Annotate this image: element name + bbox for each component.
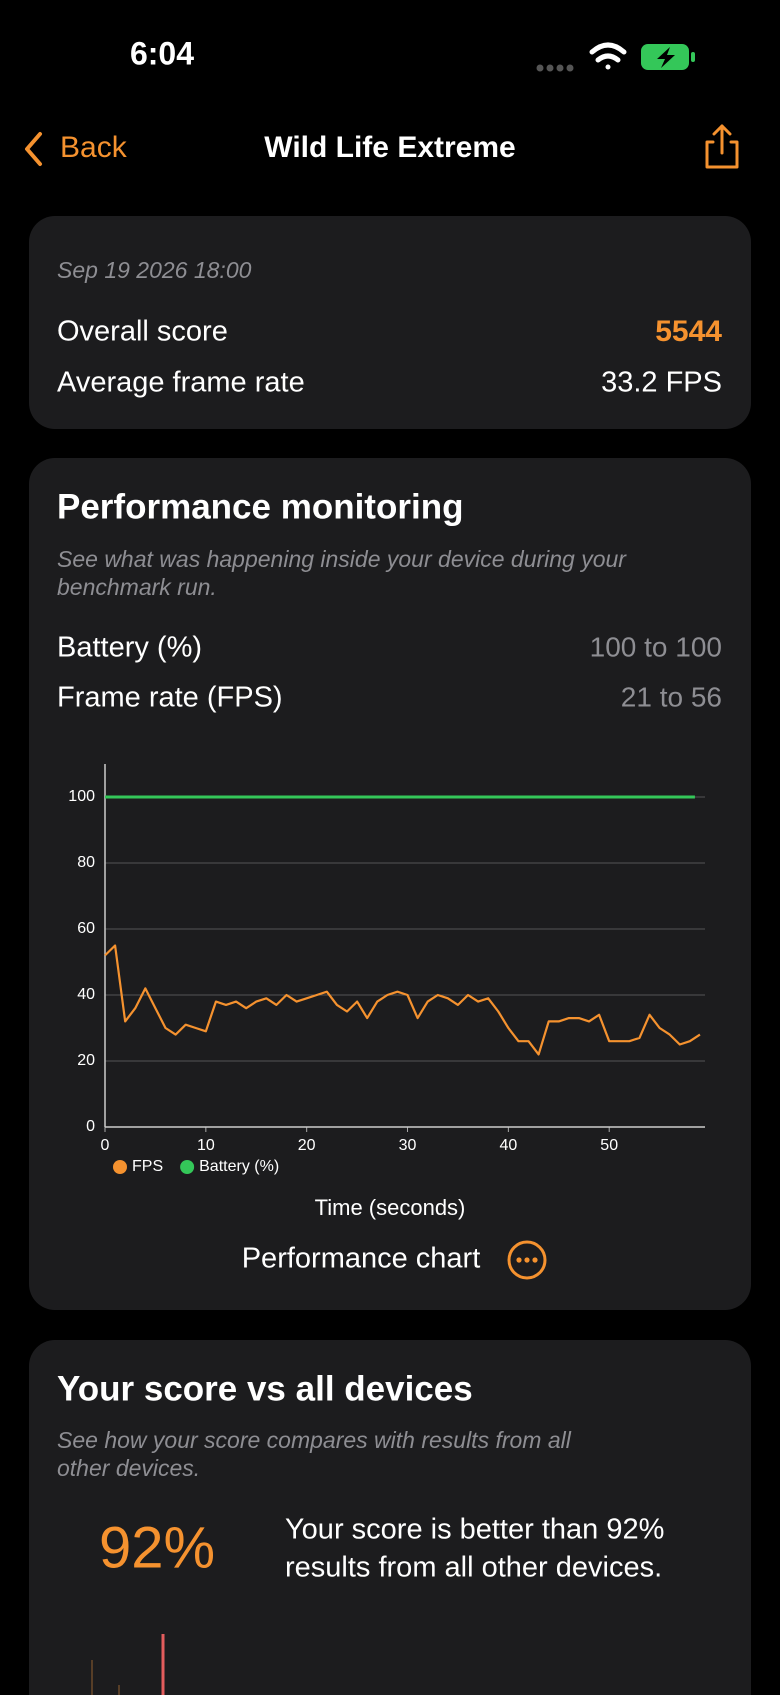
section-title: Performance monitoring — [57, 487, 463, 526]
battery-icon — [641, 44, 695, 70]
row-label: Average frame rate — [57, 367, 305, 399]
row-value: 21 to 56 — [621, 681, 722, 712]
section-subtitle: See what was happening inside your devic… — [57, 546, 627, 572]
more-icon — [507, 1240, 547, 1280]
y-tick-label: 80 — [77, 854, 95, 871]
row-label: Overall score — [57, 316, 228, 348]
share-button[interactable] — [705, 124, 739, 169]
y-tick-label: 40 — [77, 986, 95, 1003]
nav-title: Wild Life Extreme — [264, 131, 515, 164]
x-tick-label: 0 — [101, 1137, 110, 1154]
series-line — [104, 944, 701, 1056]
row-value: 33.2 FPS — [601, 367, 722, 399]
performance-chart-button[interactable]: Performance chart — [242, 1240, 547, 1280]
legend-swatch — [180, 1160, 195, 1174]
button-label[interactable]: Performance chart — [242, 1243, 481, 1275]
section-subtitle: other devices. — [57, 1455, 200, 1481]
row-value: 100 to 100 — [590, 631, 722, 662]
row-label: Frame rate (FPS) — [57, 682, 283, 714]
section-title: Your score vs all devices — [57, 1369, 473, 1408]
row-label: Battery (%) — [57, 632, 202, 664]
summary-card — [29, 216, 751, 429]
more-dots — [516, 1257, 538, 1263]
x-tick-label: 10 — [197, 1137, 215, 1154]
performance-chart: 0 20 40 60 80 100 0 10 20 30 40 50 FPS Battery (%) Tim… — [68, 764, 705, 1220]
x-tick-label: 30 — [399, 1137, 417, 1154]
back-button[interactable]: Back — [25, 131, 128, 166]
x-axis-label: Time (seconds) — [315, 1195, 466, 1220]
comparison-text: Your score is better than 92% — [285, 1514, 664, 1546]
wifi-icon — [589, 42, 627, 70]
percent: 92% — [99, 1515, 215, 1580]
section-subtitle: benchmark run. — [57, 574, 217, 600]
status-time: 6:04 — [130, 35, 194, 71]
overall-score: 5544 — [655, 315, 722, 348]
y-tick-label: 0 — [86, 1118, 95, 1135]
section-subtitle: See how your score compares with results… — [57, 1427, 572, 1453]
back-chevron — [25, 132, 42, 166]
summary-date: Sep 19 2026 18:00 — [57, 257, 252, 283]
performance-card — [29, 458, 751, 1310]
x-tick-label: 50 — [600, 1137, 618, 1154]
legend-label: FPS — [132, 1158, 163, 1175]
x-tick-label: 20 — [298, 1137, 316, 1154]
x-tick-label: 40 — [499, 1137, 517, 1154]
y-tick-label: 100 — [68, 788, 95, 805]
y-tick-label: 60 — [77, 920, 95, 937]
back-label[interactable]: Back — [60, 131, 128, 164]
comparison-text: results from all other devices. — [285, 1552, 662, 1584]
comparison-card — [29, 1340, 751, 1695]
legend-swatch — [113, 1160, 127, 1174]
legend-label: Battery (%) — [199, 1158, 279, 1175]
signal-dots — [536, 64, 574, 72]
y-tick-label: 20 — [77, 1052, 95, 1069]
